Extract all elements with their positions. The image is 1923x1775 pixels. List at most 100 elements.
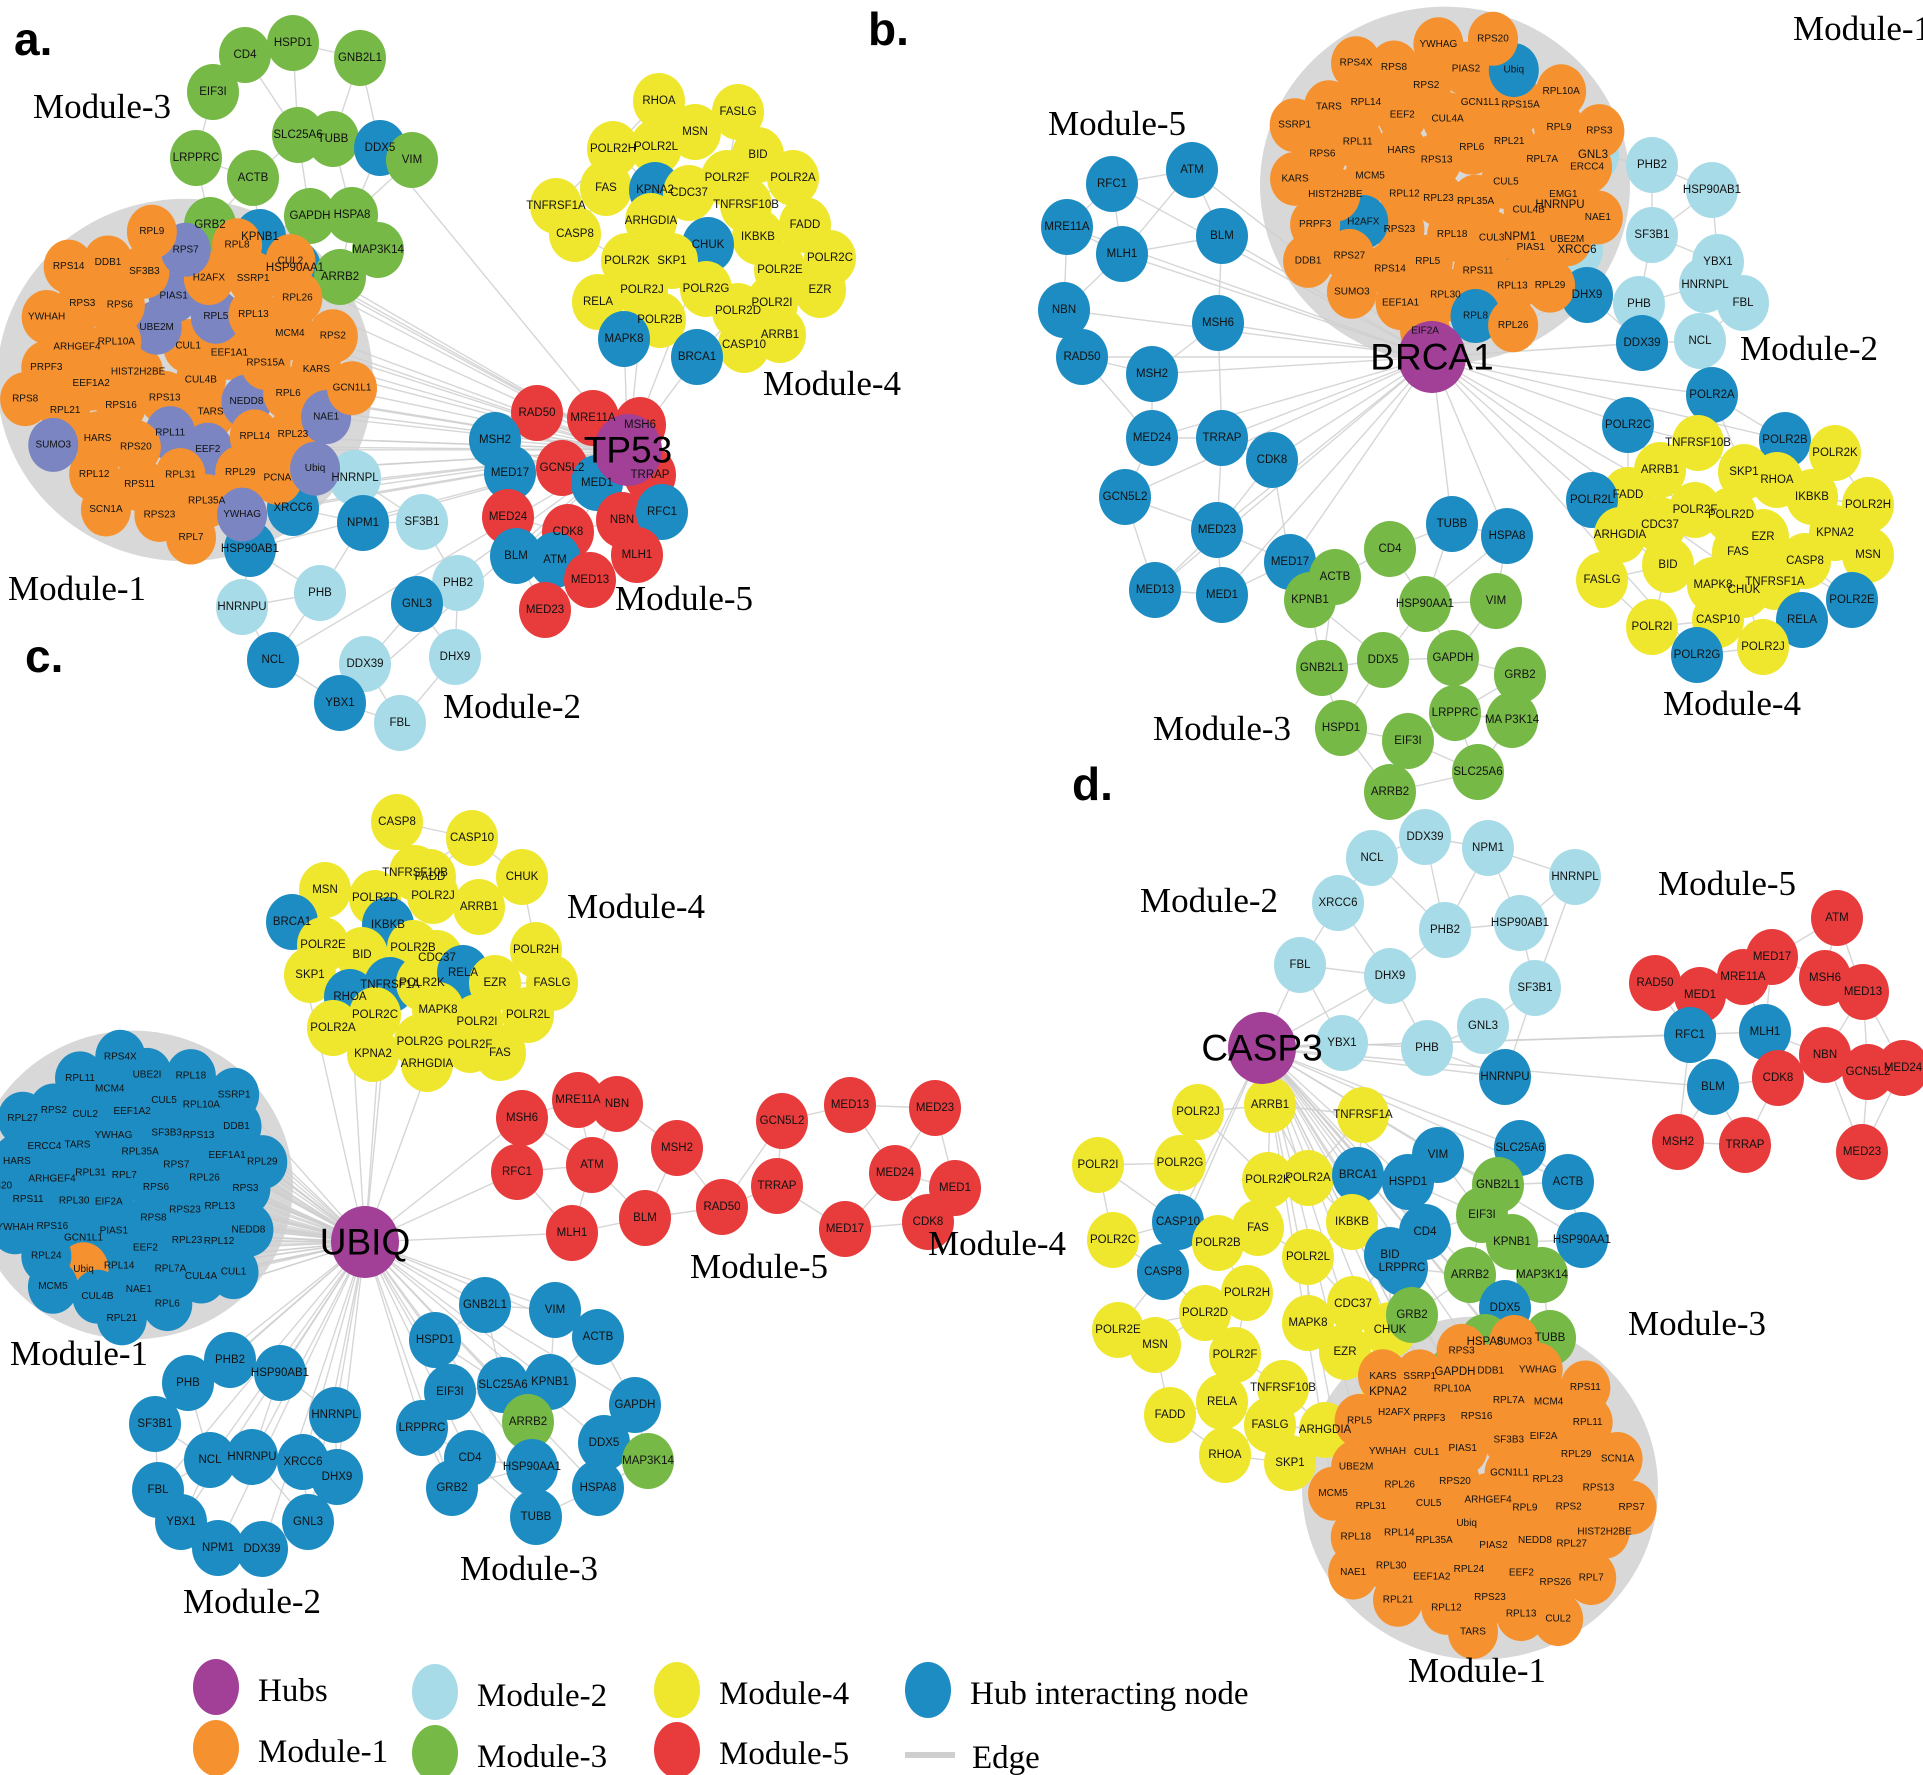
- network-node: [1270, 151, 1321, 206]
- edge: [1431, 342, 1643, 358]
- network-node: [1542, 1154, 1594, 1210]
- network-node: [622, 1433, 674, 1489]
- network-node: [1283, 233, 1334, 288]
- hub-node: [1398, 321, 1466, 393]
- network-node: [1056, 329, 1108, 385]
- edge: [364, 1232, 573, 1243]
- edge: [1431, 356, 1713, 396]
- panel-letter: c.: [25, 630, 63, 682]
- network-node: [572, 1309, 624, 1365]
- network-node: [1536, 64, 1587, 119]
- network-node: [1326, 264, 1377, 319]
- network-node: [671, 329, 723, 385]
- network-node: [265, 234, 316, 289]
- module-label: Module-1: [1793, 9, 1923, 48]
- network-node: [1671, 627, 1723, 683]
- network-node: [446, 810, 498, 866]
- network-node: [663, 165, 715, 221]
- network-node: [0, 1159, 22, 1213]
- network-node: [1196, 567, 1248, 623]
- network-node: [869, 1145, 921, 1201]
- hub-label: CASP3: [1201, 1028, 1322, 1069]
- network-node: [1737, 619, 1789, 675]
- module-label: Module-2: [1740, 329, 1878, 368]
- module-label: Module-4: [1663, 684, 1801, 723]
- network-node: [1399, 809, 1451, 865]
- edge: [1111, 183, 1433, 358]
- network-node: [1488, 298, 1539, 353]
- network-node: [1574, 104, 1625, 159]
- network-node: [1282, 1229, 1334, 1285]
- network-node: [1332, 1147, 1384, 1203]
- module-label: Module-5: [1658, 864, 1796, 903]
- network-node: [217, 487, 268, 542]
- edge: [1261, 1047, 1506, 1078]
- network-node: [1264, 1435, 1316, 1491]
- edge: [1063, 309, 1433, 358]
- network-node: [209, 1067, 260, 1122]
- network-node: [223, 1202, 274, 1257]
- network-node: [490, 528, 542, 584]
- network-node: [1419, 902, 1471, 958]
- network-node: [1752, 1050, 1804, 1106]
- network-node: [426, 1460, 478, 1516]
- network-node: [546, 1205, 598, 1261]
- network-node: [1687, 1059, 1739, 1115]
- network-node: [578, 1415, 630, 1471]
- network-node: [902, 1194, 954, 1250]
- network-node: [1199, 1427, 1251, 1483]
- network-node: [453, 879, 505, 935]
- network-node: [619, 1190, 671, 1246]
- network-node: [510, 1489, 562, 1545]
- network-node: [1560, 1360, 1611, 1415]
- network-node: [502, 987, 554, 1043]
- network-node: [327, 361, 378, 416]
- network-node: [1494, 895, 1546, 951]
- module-label: Module-3: [33, 87, 171, 126]
- network-node: [572, 1460, 624, 1516]
- network-node: [1126, 346, 1178, 402]
- network-node: [549, 206, 601, 262]
- network-node: [1087, 1212, 1139, 1268]
- network-node: [1192, 295, 1244, 351]
- network-node: [1717, 949, 1769, 1005]
- module-label: Module-3: [1628, 1304, 1766, 1343]
- network-node: [409, 1312, 461, 1368]
- network-node: [1246, 432, 1298, 488]
- nodes-layer: [1038, 11, 1894, 820]
- network-node: [386, 132, 438, 188]
- network-node: [519, 582, 571, 638]
- network-node: [1096, 226, 1148, 282]
- module-label: Module-2: [443, 687, 581, 726]
- network-node: [55, 1051, 106, 1106]
- network-node: [204, 1332, 256, 1388]
- network-node: [307, 1000, 359, 1056]
- network-node: [598, 311, 650, 367]
- network-node: [1719, 1117, 1771, 1173]
- network-node: [1196, 208, 1248, 264]
- edge: [364, 1241, 551, 1383]
- network-node: [1086, 156, 1138, 212]
- network-node: [756, 1093, 808, 1149]
- network-node: [669, 104, 721, 160]
- edge: [1216, 356, 1433, 531]
- edge: [1221, 356, 1433, 596]
- legend-label: Module-3: [477, 1739, 607, 1775]
- network-node: [1533, 1592, 1584, 1647]
- network-node: [1486, 692, 1538, 748]
- network-node: [1386, 1287, 1438, 1343]
- network-node: [552, 1072, 604, 1128]
- network-node: [1232, 1200, 1284, 1256]
- hub-label: BRCA1: [1370, 337, 1493, 378]
- network-node: [165, 510, 216, 565]
- nodes-layer: [1072, 809, 1923, 1659]
- network-node: [651, 1120, 703, 1176]
- network-node: [1154, 1135, 1206, 1191]
- network-node: [391, 576, 443, 632]
- network-node: [1776, 592, 1828, 648]
- network-node: [284, 188, 336, 244]
- network-node: [1739, 1004, 1791, 1060]
- network-node: [1192, 1215, 1244, 1271]
- network-node: [1616, 315, 1668, 371]
- network-node: [1137, 1244, 1189, 1300]
